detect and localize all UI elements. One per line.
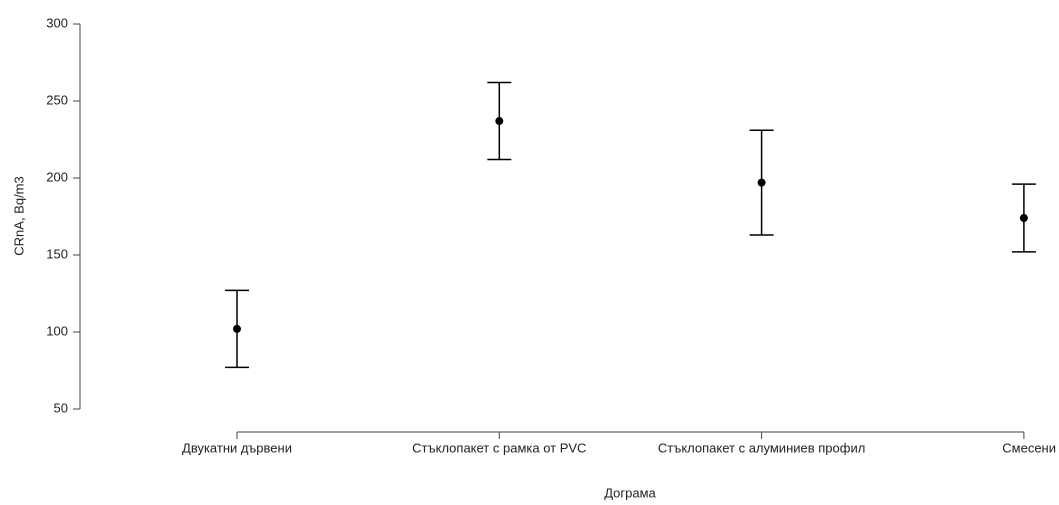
y-tick-label: 200 (46, 169, 68, 184)
y-tick-label: 100 (46, 323, 68, 338)
y-tick-label: 300 (46, 15, 68, 30)
x-tick-label: Стъклопакет с рамка от PVC (412, 440, 586, 455)
point (757, 178, 766, 187)
y-tick-label: 50 (54, 400, 68, 415)
x-tick-label: Стъклопакет с алуминиев профил (658, 440, 865, 455)
x-axis-label: Дограма (604, 485, 656, 500)
y-tick-label: 150 (46, 246, 68, 261)
x-tick-label: Двукатни дървени (182, 440, 292, 455)
point (495, 117, 504, 126)
y-tick-label: 250 (46, 92, 68, 107)
x-tick-label: Смесени (1002, 440, 1056, 455)
point (1019, 214, 1028, 223)
y-axis-label: CRnA, Bq/m3 (11, 176, 26, 255)
point (233, 324, 241, 333)
